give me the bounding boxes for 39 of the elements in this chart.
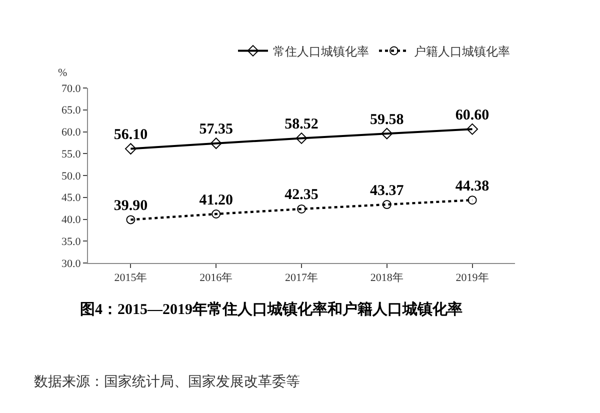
data-label: 56.10 [114,127,148,144]
point [125,143,136,155]
text: 图4：2015—2019年常住人口城镇化率和户籍人口城镇化率 [80,300,462,318]
data-label: 44.38 [455,178,490,194]
data-label: 42.35 [284,187,318,204]
point [381,128,393,140]
y-tick-label: 40.0 [62,214,82,226]
y-tick-label: 50.0 [62,170,82,182]
x-tick-label: 2015年 [114,272,148,284]
data-label: 60.60 [455,107,490,124]
point [212,210,221,218]
legend-label: 常住人口城镇化率 [273,44,369,58]
point [382,200,392,210]
source-note: 数据来源：国家统计局、国家发展改革委等 [34,374,300,390]
point [126,215,136,224]
x-tick-label: 2016年 [200,272,233,284]
point [210,138,222,150]
y-tick-label: 55.0 [62,148,82,160]
x-tick-label: 2019年 [456,272,489,284]
legend-label: 户籍人口城镇化率 [414,44,510,58]
point [466,123,478,135]
data-label: 43.37 [370,182,404,199]
y-tick-label: 65.0 [62,104,82,117]
y-axis-title: % [58,67,68,79]
y-tick-label: 35.0 [62,236,82,248]
point [296,132,308,144]
x-tick-label: 2018年 [370,272,404,284]
point [297,204,306,214]
y-tick-label: 30.0 [62,258,82,270]
data-label: 57.35 [199,122,233,138]
x-tick-label: 2017年 [285,272,318,284]
y-tick-label: 45.0 [62,192,82,204]
data-label: 39.90 [114,198,148,214]
data-label: 41.20 [199,192,233,208]
y-tick-label: 70.0 [62,82,82,95]
data-label: 58.52 [284,116,318,132]
y-tick-label: 60.0 [62,126,82,139]
data-label: 59.58 [370,112,404,128]
point [468,196,477,205]
